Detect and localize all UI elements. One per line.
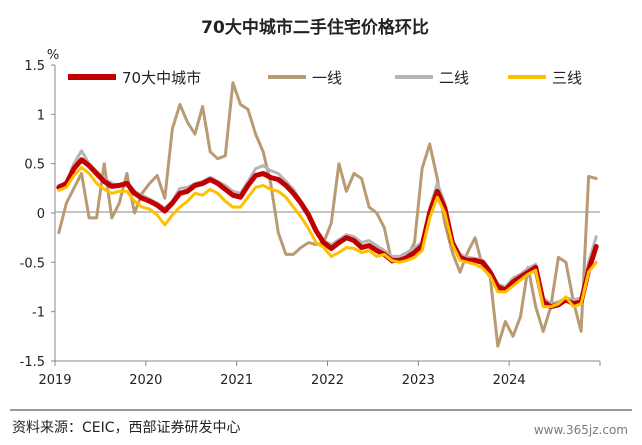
series-line-3 bbox=[57, 166, 598, 309]
y-tick-label: 1 bbox=[37, 108, 45, 123]
y-axis-unit: % bbox=[47, 48, 59, 63]
chart-title: 70大中城市二手住宅价格环比 bbox=[201, 17, 429, 38]
source-note: 资料来源：CEIC，西部证券研发中心 bbox=[12, 420, 241, 436]
legend-label: 70大中城市 bbox=[122, 69, 201, 87]
legend: 70大中城市 一线 二线 三线 bbox=[68, 69, 582, 87]
x-tick-label: 2023 bbox=[402, 373, 435, 388]
x-tick-label: 2021 bbox=[220, 373, 253, 388]
watermark: www.365jz.com bbox=[534, 423, 628, 437]
x-tick-label: 2019 bbox=[38, 373, 71, 388]
x-tick-label: 2020 bbox=[129, 373, 162, 388]
series-group bbox=[56, 81, 599, 348]
legend-label: 二线 bbox=[439, 69, 469, 87]
x-axis: 2019 2020 2021 2022 2023 2024 bbox=[38, 361, 601, 388]
series-line-1 bbox=[57, 81, 598, 348]
legend-label: 一线 bbox=[312, 69, 342, 87]
y-tick-label: -0.5 bbox=[20, 256, 45, 271]
y-tick-label: 0.5 bbox=[24, 158, 45, 173]
x-tick-label: 2022 bbox=[311, 373, 344, 388]
legend-label: 三线 bbox=[552, 69, 582, 87]
y-tick-label: -1 bbox=[32, 306, 45, 321]
y-tick-label: 1.5 bbox=[24, 59, 45, 74]
series-line-0 bbox=[56, 157, 599, 310]
y-axis: 1.5 1 0.5 0 -0.5 -1 -1.5 bbox=[20, 59, 56, 370]
y-tick-label: -1.5 bbox=[20, 355, 45, 370]
x-tick-label: 2024 bbox=[493, 373, 526, 388]
y-tick-label: 0 bbox=[37, 207, 45, 222]
